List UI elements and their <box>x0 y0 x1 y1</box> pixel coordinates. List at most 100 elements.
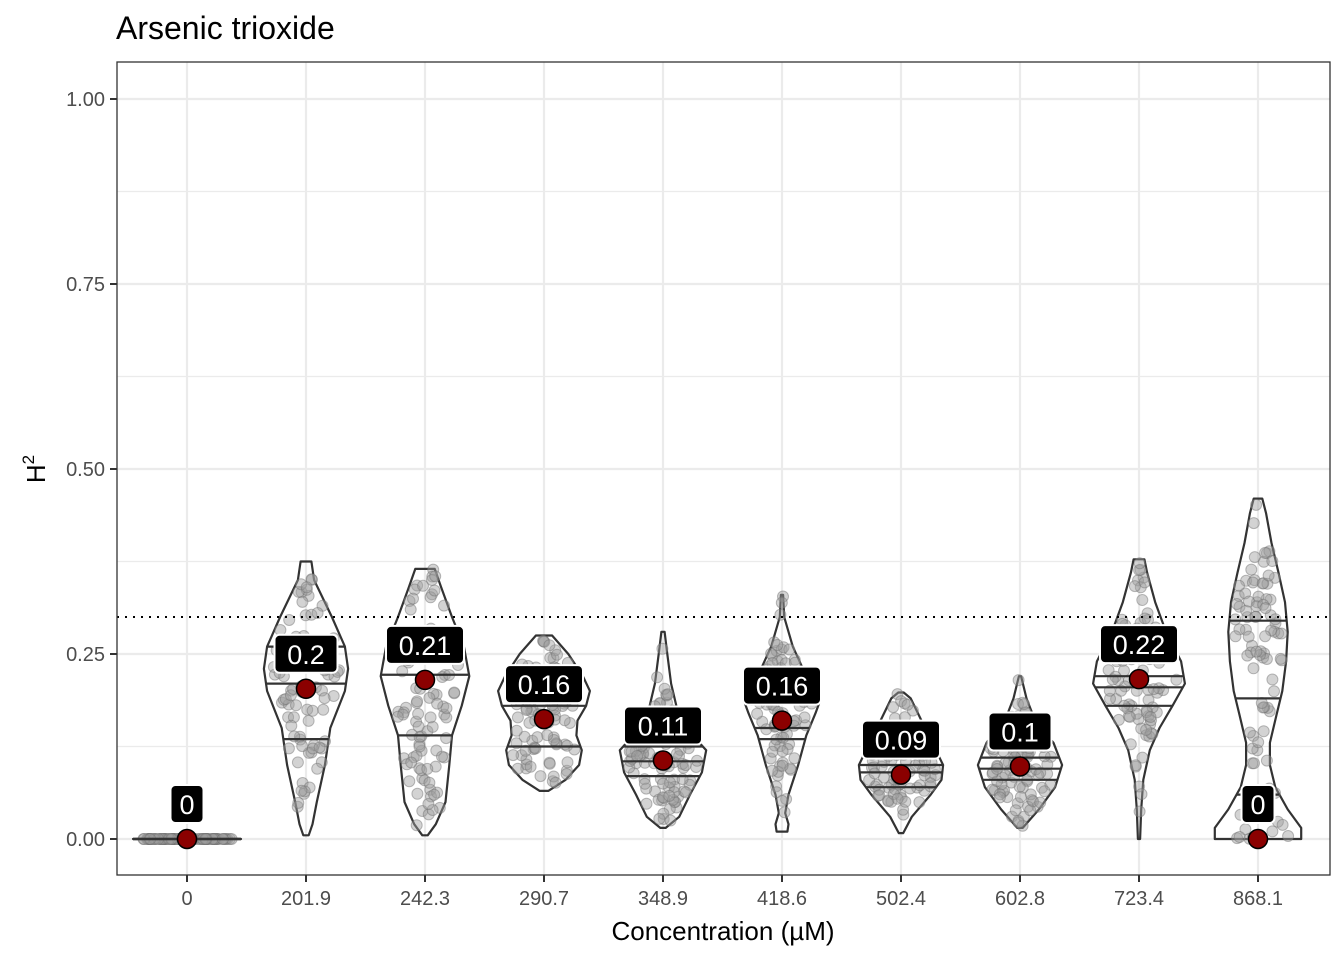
data-point <box>667 793 679 806</box>
data-point <box>282 698 295 711</box>
data-point <box>660 689 673 702</box>
data-point <box>1146 701 1159 714</box>
data-point <box>529 742 542 755</box>
data-point <box>1230 598 1243 610</box>
data-point <box>770 780 783 793</box>
mean-label-box <box>623 705 703 746</box>
data-point <box>1001 791 1014 804</box>
mean-point-418.6 <box>771 710 793 731</box>
data-point <box>774 740 787 753</box>
x-axis-title: Concentration (µM) <box>611 916 834 946</box>
data-point <box>305 573 318 586</box>
data-point <box>891 792 904 805</box>
data-point <box>425 790 437 803</box>
data-point <box>295 578 308 591</box>
data-point <box>1233 579 1245 592</box>
data-point <box>415 744 428 757</box>
data-point <box>775 654 788 666</box>
data-point <box>429 760 442 773</box>
data-point <box>788 653 801 666</box>
data-point <box>774 760 786 772</box>
data-point <box>544 651 557 664</box>
data-point <box>1268 625 1281 638</box>
data-point <box>543 639 556 652</box>
data-point <box>863 774 876 786</box>
data-point <box>649 785 661 798</box>
data-point <box>657 777 669 790</box>
data-point <box>1260 593 1273 606</box>
y-tick-label: 0.00 <box>66 829 105 851</box>
data-point <box>290 699 302 712</box>
data-point <box>277 693 290 706</box>
data-point <box>547 652 560 665</box>
data-point <box>416 772 429 785</box>
data-point <box>422 798 435 810</box>
data-point <box>1257 598 1270 611</box>
data-point <box>656 794 669 807</box>
data-point <box>537 635 550 648</box>
y-axis-title-superscript: 2 <box>19 455 38 464</box>
data-point <box>668 780 681 793</box>
data-point <box>882 795 895 808</box>
data-point <box>656 791 669 804</box>
mean-label-box <box>1240 784 1276 824</box>
data-point <box>296 595 309 608</box>
data-point <box>913 796 926 809</box>
data-point <box>301 703 314 716</box>
data-point <box>424 711 437 724</box>
y-axis-title: H2 <box>19 455 51 483</box>
data-point <box>1266 825 1279 838</box>
data-point <box>327 690 340 702</box>
data-point <box>520 762 533 775</box>
data-point <box>1133 557 1146 570</box>
data-point <box>1012 674 1025 687</box>
data-point <box>421 762 434 775</box>
mean-point-201.9 <box>295 678 317 700</box>
data-point <box>887 788 900 800</box>
data-point <box>895 792 908 805</box>
data-point <box>1241 649 1254 662</box>
data-point <box>520 753 533 766</box>
data-point <box>300 581 313 594</box>
data-point <box>543 756 556 769</box>
data-point <box>413 740 426 753</box>
data-point <box>1264 593 1277 606</box>
mean-label-box <box>987 711 1053 752</box>
data-point <box>998 784 1011 797</box>
x-tick-label: 723.4 <box>1114 888 1164 910</box>
data-point <box>1265 624 1278 637</box>
data-point <box>1129 760 1142 773</box>
violin-868.1 <box>1213 497 1303 841</box>
data-point <box>1259 546 1272 559</box>
data-point <box>1134 581 1147 594</box>
data-point <box>780 793 793 806</box>
data-point <box>656 642 669 655</box>
data-point <box>1257 555 1270 568</box>
data-point <box>651 671 664 684</box>
data-point <box>418 774 431 787</box>
data-point <box>1250 645 1263 658</box>
data-point <box>1233 600 1246 613</box>
data-point <box>898 697 911 710</box>
data-point <box>436 750 448 763</box>
data-point <box>302 589 315 602</box>
data-point <box>1231 832 1244 845</box>
data-point <box>507 749 520 762</box>
data-point <box>1041 758 1054 771</box>
data-point <box>438 751 451 764</box>
data-point <box>670 801 683 814</box>
data-point <box>407 751 420 764</box>
data-point <box>901 698 914 711</box>
data-point <box>899 795 912 808</box>
data-point <box>426 804 439 816</box>
mean-point-242.3 <box>414 669 436 691</box>
data-point <box>531 731 544 744</box>
data-point <box>1027 795 1040 808</box>
data-point <box>766 649 779 662</box>
mean-label-box <box>273 633 339 674</box>
mean-label-290.7: 0.16 <box>518 670 571 700</box>
data-point <box>1243 726 1256 739</box>
data-point <box>1145 727 1158 740</box>
data-point <box>315 756 328 769</box>
data-point <box>1258 647 1271 660</box>
